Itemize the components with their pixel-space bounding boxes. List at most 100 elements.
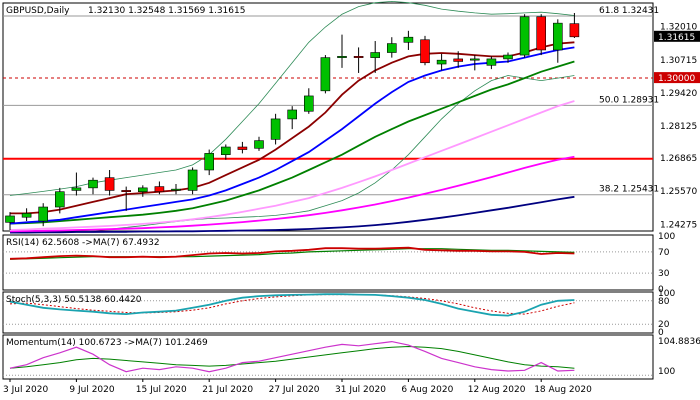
- candle: [71, 172, 82, 196]
- price-tick-label: 1.29420: [660, 89, 697, 99]
- candle: [88, 177, 98, 195]
- bull-candle-body: [436, 59, 447, 65]
- time-tick-label: 27 Jul 2020: [269, 385, 320, 395]
- candle: [171, 184, 181, 195]
- current-price-label: 1.31615: [658, 33, 695, 43]
- bear-candle-body: [353, 56, 364, 58]
- momentum-line: [9, 340, 575, 373]
- stoch-main-line: [9, 293, 575, 317]
- stoch-layer: [3, 293, 653, 325]
- price-tick-label: 1.24275: [660, 220, 697, 230]
- time-tick-label: 15 Jul 2020: [136, 385, 187, 395]
- candle: [270, 113, 281, 145]
- moving-average-line: [9, 60, 575, 225]
- candle: [204, 149, 214, 176]
- rsi-tick-label: 0: [658, 285, 664, 295]
- candle: [320, 55, 331, 94]
- bear-candle-body: [104, 177, 115, 191]
- current-price-box: [654, 30, 700, 42]
- bull-candle-body: [204, 153, 214, 171]
- price-tick-label: 1.30715: [660, 56, 697, 66]
- bull-candle-body: [138, 187, 148, 192]
- candle: [221, 144, 231, 160]
- price-tick-label: 1.28125: [660, 122, 697, 132]
- bull-candle-body: [71, 187, 82, 191]
- candle: [453, 51, 464, 68]
- candle: [21, 208, 32, 222]
- candle: [237, 141, 248, 154]
- bull-candle-body: [370, 52, 381, 58]
- candle: [403, 30, 414, 50]
- time-tick-label: 31 Jul 2020: [335, 385, 386, 395]
- candle: [337, 34, 347, 68]
- stoch-signal-line: [9, 294, 575, 315]
- moving-average-line: [9, 155, 575, 233]
- time-tick-label: 9 Jul 2020: [69, 385, 114, 395]
- bear-candle-body: [536, 16, 547, 51]
- candle: [121, 186, 131, 211]
- price-pane: [2, 2, 654, 232]
- bull-candle-body: [287, 109, 298, 120]
- candle: [469, 55, 480, 71]
- momentum-tick-label: 100: [658, 367, 675, 377]
- stoch-tick-label: 0: [658, 328, 664, 338]
- bear-candle-body: [569, 23, 580, 38]
- candle: [519, 14, 530, 58]
- candle: [503, 52, 513, 63]
- candle: [569, 12, 580, 38]
- candle: [104, 169, 115, 196]
- chart-symbol: GBPUSD,Daily: [6, 6, 70, 16]
- candle: [436, 53, 447, 71]
- level-price-box: [654, 72, 700, 84]
- price-tick-label: 1.26865: [660, 154, 697, 164]
- chart-ohlc: 1.32130 1.32548 1.31569 1.31615: [88, 6, 245, 16]
- time-tick-label: 12 Aug 2020: [468, 385, 526, 395]
- stoch-label: Stoch(5,3,3) 50.5138 60.4420: [6, 295, 142, 305]
- rsi-tick-label: 30: [658, 269, 670, 279]
- bear-candle-body: [121, 190, 131, 192]
- bull-candle-body: [5, 215, 15, 223]
- bear-candle-body: [420, 39, 430, 64]
- fib-label-618: 61.8 1.32431: [599, 6, 659, 16]
- bull-candle-body: [38, 206, 49, 222]
- rsi-tick-label: 70: [658, 248, 670, 258]
- momentum-pane: [2, 334, 654, 380]
- momentum-label: Momentum(14) 100.6723 ->MA(7) 101.2469: [6, 338, 208, 348]
- moving-average-line: [10, 195, 575, 234]
- rsi-axis: 100 70 30 0: [658, 232, 675, 295]
- bull-candle-body: [88, 179, 98, 189]
- bull-candle-body: [254, 140, 264, 149]
- candle: [386, 37, 397, 58]
- bull-candle-body: [171, 188, 181, 191]
- fib-labels: 61.8 1.32431 50.0 1.28931 38.2 1.25431: [599, 6, 659, 195]
- bull-candle-body: [54, 191, 65, 208]
- price-layer: [3, 0, 653, 234]
- candle: [154, 181, 165, 195]
- fib-label-382: 38.2 1.25431: [599, 185, 659, 195]
- candle: [287, 106, 298, 130]
- candle: [420, 35, 430, 66]
- stoch-tick-label: 80: [658, 297, 670, 307]
- rsi-label: RSI(14) 62.5608 ->MA(7) 67.4932: [6, 238, 160, 248]
- candle: [370, 41, 381, 73]
- candle: [187, 167, 198, 195]
- moving-average-line: [10, 41, 575, 215]
- momentum-tick-label: 104.8836: [658, 337, 700, 347]
- candle: [536, 14, 547, 56]
- bull-candle-body: [21, 213, 32, 218]
- bull-candle-body: [503, 54, 513, 60]
- stoch-tick-label: 20: [658, 320, 670, 330]
- bull-candle-body: [320, 57, 331, 92]
- bull-candle-body: [386, 43, 397, 53]
- level-price-label: 1.30000: [658, 74, 695, 84]
- bull-candle-body: [552, 22, 563, 51]
- price-tick-label: 1.25570: [660, 187, 697, 197]
- bull-candle-body: [221, 146, 231, 155]
- rsi-tick-label: 100: [658, 232, 675, 242]
- rsi-pane: [2, 234, 654, 291]
- bull-candle-body: [270, 118, 281, 140]
- time-axis: 3 Jul 2020 9 Jul 2020 15 Jul 2020 21 Jul…: [3, 379, 592, 395]
- rsi-layer: [3, 246, 653, 274]
- candle: [353, 47, 364, 73]
